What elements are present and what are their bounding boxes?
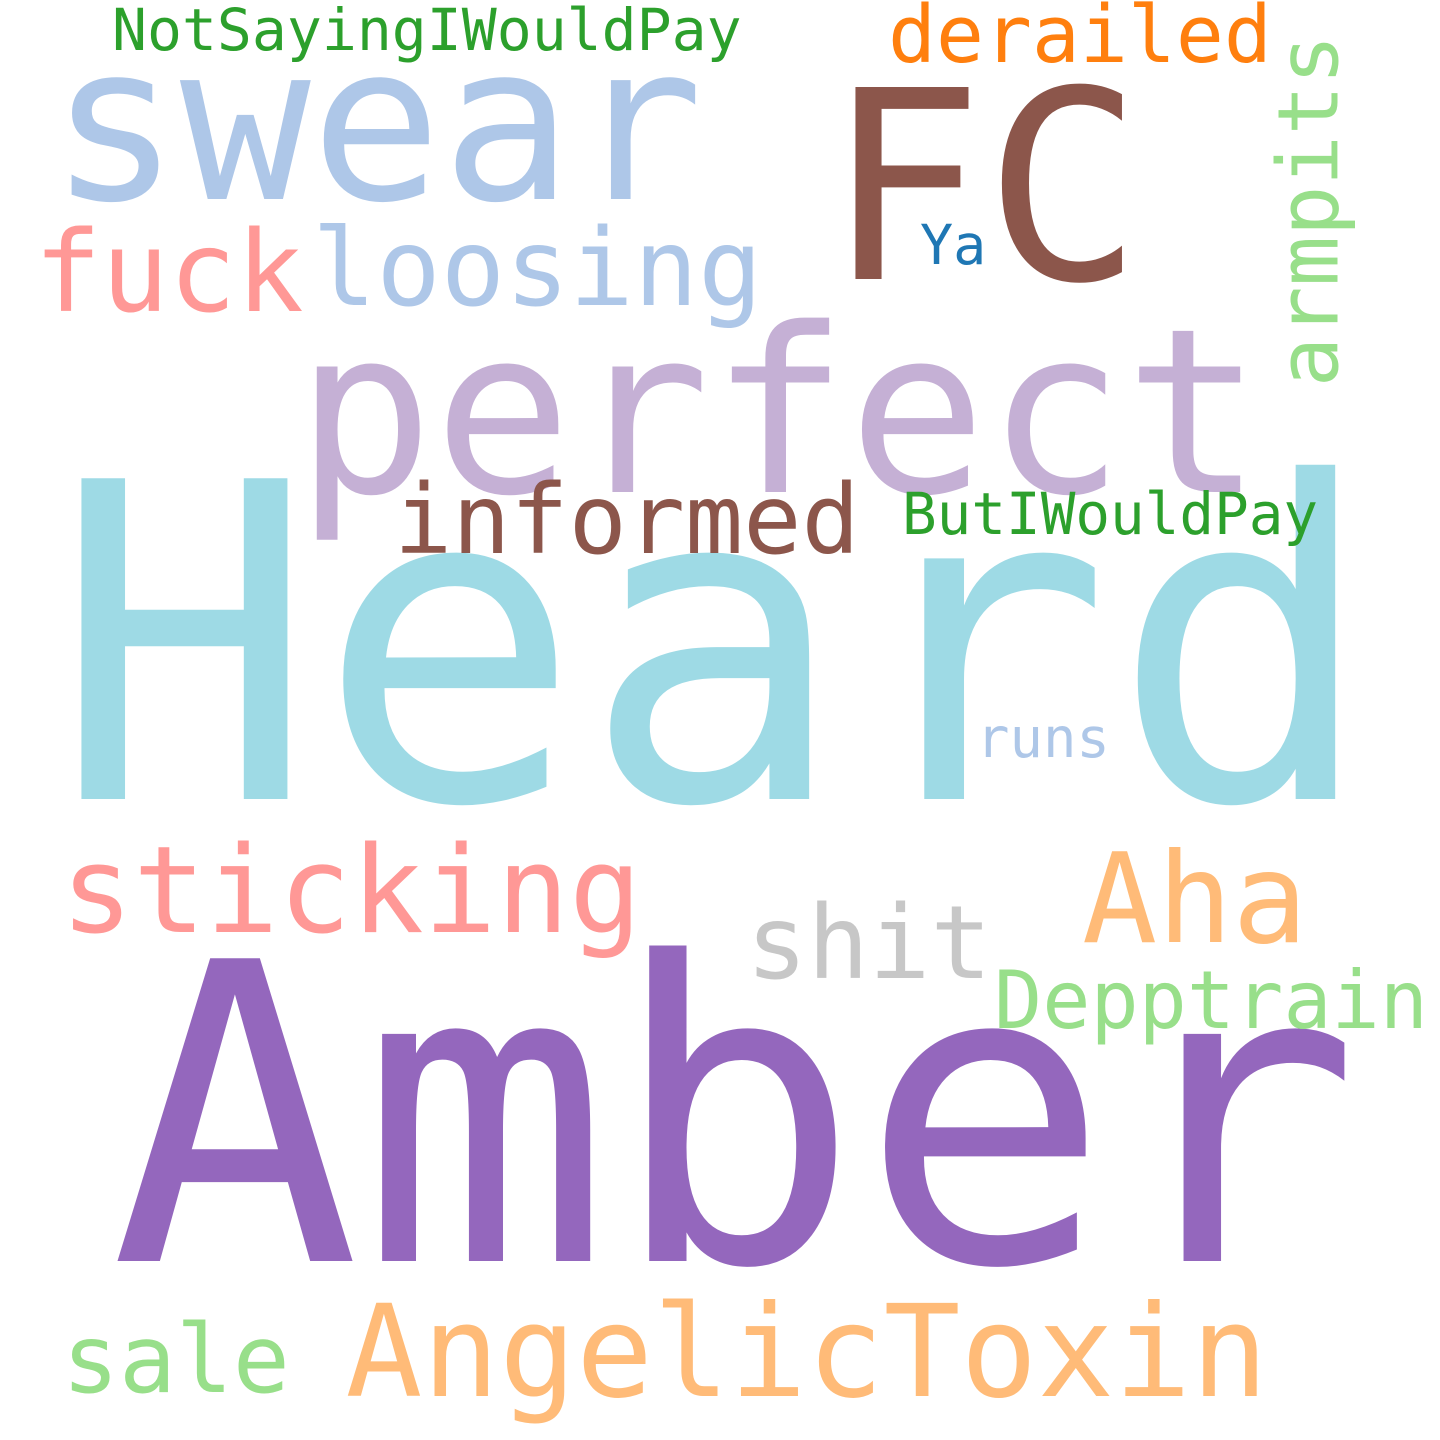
word-notsayingiwouldpay: NotSayingIWouldPay (112, 0, 742, 64)
word-armpits: armpits (1259, 34, 1357, 388)
word-depptrain: Depptrain (994, 954, 1428, 1047)
word-fc: FC (825, 35, 1143, 342)
word-aha: Aha (1082, 826, 1308, 972)
word-derailed: derailed (888, 0, 1272, 81)
word-fuck: fuck (34, 208, 304, 338)
word-runs: runs (976, 706, 1110, 771)
word-perfect: perfect (295, 280, 1263, 547)
word-amber: Amber (110, 875, 1361, 1359)
word-sale: sale (62, 1304, 290, 1415)
word-shit: shit (746, 884, 992, 1003)
word-butiwouldpay: ButIWouldPay (902, 481, 1319, 548)
word-ya: Ya (920, 212, 987, 277)
word-swear: swear (49, 0, 704, 251)
word-informed: informed (394, 462, 860, 576)
word-sticking: sticking (60, 820, 642, 961)
word-angelictoxin: AngelicToxin (345, 1278, 1269, 1427)
word-heard: Heard (52, 391, 1377, 903)
word-loosing: loosing (312, 206, 763, 331)
